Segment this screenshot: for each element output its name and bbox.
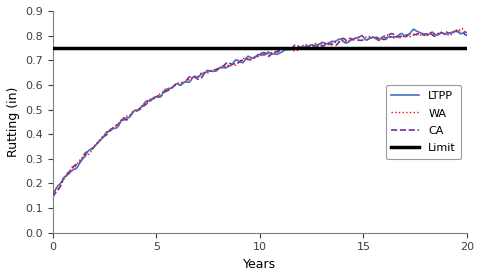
WA xyxy=(355,36,360,39)
LTPP xyxy=(410,28,416,31)
LTPP xyxy=(50,192,56,195)
CA xyxy=(463,34,469,37)
WA xyxy=(382,33,388,36)
LTPP xyxy=(355,36,360,39)
CA xyxy=(96,139,102,142)
Legend: LTPP, WA, CA, Limit: LTPP, WA, CA, Limit xyxy=(385,85,460,159)
Line: LTPP: LTPP xyxy=(53,29,466,193)
CA xyxy=(355,38,360,42)
LTPP xyxy=(460,31,466,34)
Limit xyxy=(50,46,56,49)
CA xyxy=(206,69,212,73)
Line: CA: CA xyxy=(53,31,466,197)
X-axis label: Years: Years xyxy=(243,258,276,271)
WA xyxy=(50,193,56,196)
LTPP xyxy=(96,139,102,143)
CA xyxy=(451,29,457,33)
Line: WA: WA xyxy=(53,28,466,194)
CA xyxy=(460,31,466,35)
CA xyxy=(382,38,388,41)
CA xyxy=(50,196,56,199)
Y-axis label: Rutting (in): Rutting (in) xyxy=(7,87,20,157)
LTPP xyxy=(382,36,388,39)
WA xyxy=(463,32,469,35)
Limit xyxy=(71,46,76,49)
LTPP xyxy=(286,48,291,51)
WA xyxy=(96,139,102,142)
LTPP xyxy=(463,31,469,34)
WA xyxy=(206,70,212,74)
WA xyxy=(286,46,291,49)
WA xyxy=(460,28,466,31)
CA xyxy=(286,48,291,51)
WA xyxy=(458,27,464,30)
LTPP xyxy=(206,69,212,72)
